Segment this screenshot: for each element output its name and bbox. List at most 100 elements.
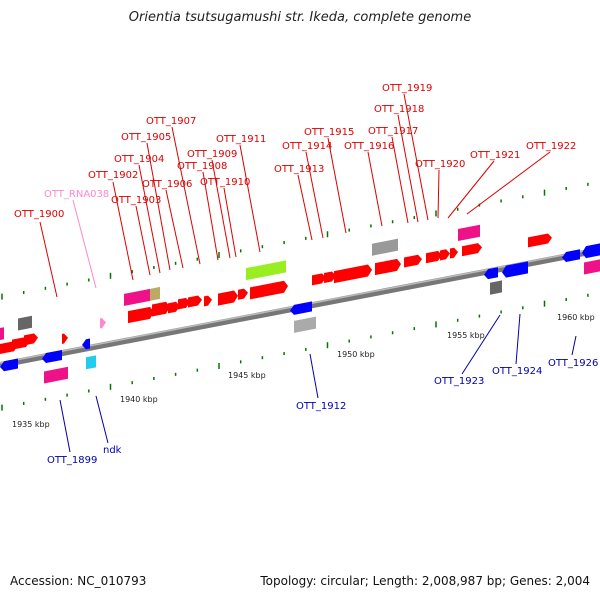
gene-label-ott-1917: OTT_1917 <box>368 126 418 137</box>
cds-reverse <box>484 267 498 280</box>
cds-forward <box>24 333 38 346</box>
cds-forward <box>250 280 288 300</box>
kbp-label: 1960 kbp <box>557 313 595 322</box>
leader-ott-1909 <box>211 159 231 259</box>
gene-label-ott-1918: OTT_1918 <box>374 104 424 115</box>
leader-ott-1902 <box>112 181 134 281</box>
genome-summary: Topology: circular; Length: 2,008,987 bp… <box>260 574 590 588</box>
cds-reverse <box>562 249 580 262</box>
gene-label-ott-1920: OTT_1920 <box>415 159 465 170</box>
feature-magenta <box>584 259 600 275</box>
accession-label: Accession: NC_010793 <box>10 574 147 588</box>
cds-forward <box>324 271 336 284</box>
leader-ott-1926 <box>571 335 577 356</box>
cds-forward <box>188 295 202 308</box>
cds-forward <box>334 264 372 284</box>
cds-forward-small <box>62 333 68 344</box>
gene-label-ott-1914: OTT_1914 <box>282 141 332 152</box>
gene-label-ott-1906: OTT_1906 <box>142 179 192 190</box>
leader-ott-1913 <box>297 174 313 241</box>
leader-ott-1914 <box>305 151 324 239</box>
leader-ott-1921 <box>447 160 495 219</box>
gene-label-ott-1908: OTT_1908 <box>177 161 227 172</box>
feature-track <box>0 224 600 384</box>
tick-row-lower <box>1 293 589 411</box>
gene-label-ott-1921: OTT_1921 <box>470 150 520 161</box>
cds-forward <box>528 233 552 248</box>
gene-label-ott-1905: OTT_1905 <box>121 132 171 143</box>
cds-forward <box>462 243 482 257</box>
leader-ott-1907 <box>171 126 201 265</box>
leader-ott-1912 <box>309 353 319 399</box>
leader-ott-1903 <box>135 205 151 276</box>
leader-ott-1920 <box>437 169 440 219</box>
kbp-label: 1955 kbp <box>447 331 485 340</box>
cds-forward <box>440 249 450 261</box>
leader-ott-1917 <box>391 136 409 224</box>
leader-ott-1919 <box>403 93 429 221</box>
gene-label-ott-1900: OTT_1900 <box>14 209 64 220</box>
cds-reverse <box>82 338 90 350</box>
leader-ott-1899 <box>59 399 71 453</box>
gene-label-ott-1916: OTT_1916 <box>344 141 394 152</box>
leader-ott-1904 <box>138 164 161 274</box>
leader-ott-1924 <box>515 313 521 365</box>
cds-forward <box>152 301 170 317</box>
leader-ott-1906 <box>165 189 184 269</box>
map-title: Orientia tsutsugamushi str. Ikeda, compl… <box>128 10 472 25</box>
gene-label-ott-1902: OTT_1902 <box>88 170 138 181</box>
rna-feature <box>100 318 106 329</box>
feature-magenta <box>124 288 150 306</box>
gene-label-ott-1926: OTT_1926 <box>548 358 598 369</box>
kbp-label: 1940 kbp <box>120 395 158 404</box>
cds-forward <box>312 273 326 286</box>
gene-label-ott-1911: OTT_1911 <box>216 134 266 145</box>
feature-tan <box>150 286 160 301</box>
cds-forward <box>128 306 154 324</box>
kbp-label: 1950 kbp <box>337 350 375 359</box>
gene-label-ott-1907: OTT_1907 <box>146 116 196 127</box>
feature-gray-dark <box>490 280 502 295</box>
kbp-label: 1935 kbp <box>12 420 50 429</box>
cds-forward <box>168 301 180 314</box>
cds-reverse <box>502 261 528 278</box>
leader-ndk <box>95 395 109 444</box>
feature-gray <box>294 316 316 333</box>
leader-ott-1916 <box>367 151 383 227</box>
cds-forward <box>375 258 401 276</box>
leader-ott-1915 <box>327 137 347 234</box>
gene-label-ott-1924: OTT_1924 <box>492 366 542 377</box>
gene-label-ott-1922: OTT_1922 <box>526 141 576 152</box>
cds-forward <box>404 254 422 268</box>
label-leaders <box>39 93 577 453</box>
gene-label-ott-1910: OTT_1910 <box>200 177 250 188</box>
feature-magenta <box>44 366 68 384</box>
leader-ott-1923 <box>461 314 501 375</box>
leader-ott-1911 <box>239 144 261 253</box>
cds-reverse <box>0 358 18 372</box>
gene-label-ott-1904: OTT_1904 <box>114 154 164 165</box>
gene-label-ott-1923: OTT_1923 <box>434 376 484 387</box>
gene-label-ott-1912: OTT_1912 <box>296 401 346 412</box>
cds-forward <box>218 290 238 306</box>
leader-ott-1918 <box>397 114 419 223</box>
cds-forward <box>178 297 190 310</box>
cds-forward <box>426 250 442 264</box>
cds-reverse <box>42 349 62 364</box>
cds-forward <box>238 288 248 300</box>
gene-label-ott-rna038: OTT_RNA038 <box>44 189 109 200</box>
gene-label-ndk: ndk <box>103 445 122 456</box>
feature-magenta <box>0 327 4 340</box>
feature-cyan <box>86 355 96 370</box>
leader-ott-1910 <box>223 187 237 258</box>
feature-gray-dark <box>18 315 32 331</box>
cds-forward <box>450 247 458 259</box>
cds-reverse <box>290 301 312 315</box>
leader-ott-1908 <box>202 171 219 261</box>
gene-label-ott-1909: OTT_1909 <box>187 149 237 160</box>
leader-ott-1922 <box>466 151 551 215</box>
leader-ott-1905 <box>146 142 171 271</box>
feature-lime <box>246 260 286 281</box>
gene-label-ott-1913: OTT_1913 <box>274 164 324 175</box>
